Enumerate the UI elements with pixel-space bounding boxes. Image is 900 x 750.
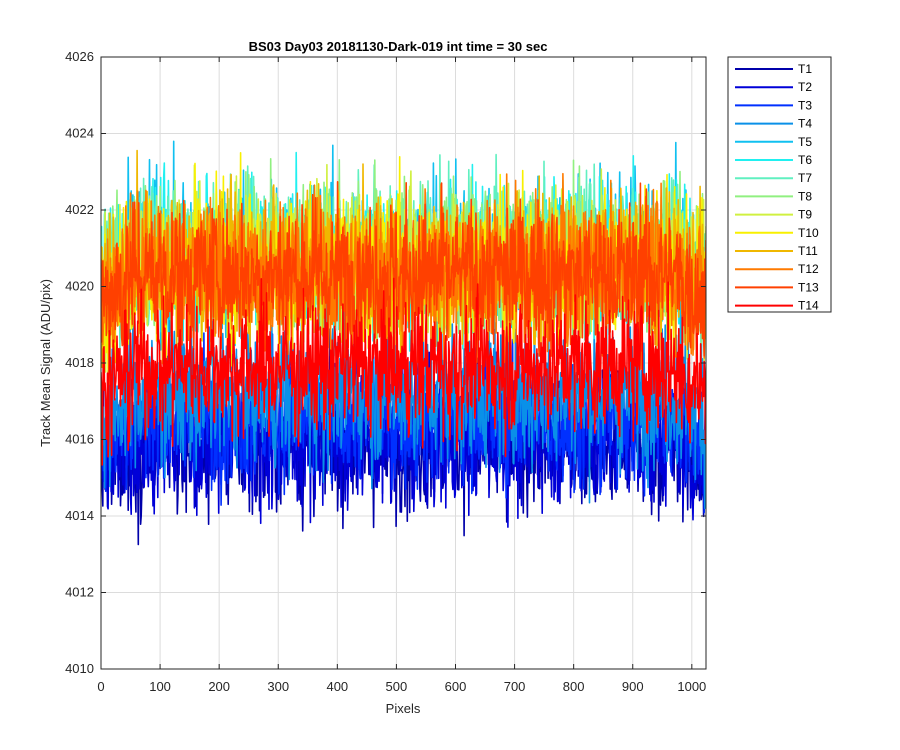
- x-axis: 0 100 200 300 400 500 600 700 800 900 1000: [97, 57, 706, 694]
- x-tick-label: 900: [622, 679, 644, 694]
- y-axis: 4010 4012 4014 4016 4018 4020 4022 4024 4026: [65, 49, 706, 676]
- series-line-t14: [101, 277, 706, 466]
- x-tick-label: 400: [326, 679, 348, 694]
- legend-label: T4: [798, 117, 812, 131]
- x-tick-label: 1000: [677, 679, 706, 694]
- legend-label: T7: [798, 171, 812, 185]
- legend-label: T8: [798, 189, 812, 203]
- y-tick-label: 4018: [65, 355, 94, 370]
- y-tick-label: 4020: [65, 279, 94, 294]
- legend-label: T2: [798, 80, 812, 94]
- y-tick-label: 4010: [65, 661, 94, 676]
- x-tick-label: 100: [149, 679, 171, 694]
- legend-label: T10: [798, 226, 819, 240]
- y-tick-label: 4014: [65, 508, 94, 523]
- legend-label: T14: [798, 299, 819, 313]
- y-tick-label: 4026: [65, 49, 94, 64]
- x-tick-label: 600: [445, 679, 467, 694]
- legend-label: T12: [798, 262, 819, 276]
- legend-label: T3: [798, 98, 812, 112]
- x-tick-label: 300: [267, 679, 289, 694]
- x-tick-label: 500: [386, 679, 408, 694]
- legend: T1 T2 T3 T4 T5 T6 T7 T8 T9 T10 T11 T12 T13 T14: [727, 56, 832, 313]
- legend-label: T5: [798, 135, 812, 149]
- legend-label: T6: [798, 153, 812, 167]
- legend-label: T9: [798, 208, 812, 222]
- y-tick-label: 4012: [65, 585, 94, 600]
- legend-label: T11: [798, 244, 818, 258]
- x-tick-label: 700: [504, 679, 526, 694]
- x-tick-label: 0: [97, 679, 104, 694]
- y-tick-label: 4024: [65, 126, 94, 141]
- x-tick-label: 200: [208, 679, 230, 694]
- x-tick-label: 800: [563, 679, 585, 694]
- y-tick-label: 4016: [65, 432, 94, 447]
- y-axis-label: Track Mean Signal (ADU/pix): [38, 279, 53, 447]
- plot-series: [101, 140, 706, 546]
- x-axis-label: Pixels: [386, 701, 421, 716]
- series-line-t13: [101, 181, 706, 375]
- legend-label: T13: [798, 280, 819, 294]
- chart-title: BS03 Day03 20181130-Dark-019 int time = …: [249, 39, 548, 54]
- y-tick-label: 4022: [65, 202, 94, 217]
- legend-label: T1: [798, 62, 812, 76]
